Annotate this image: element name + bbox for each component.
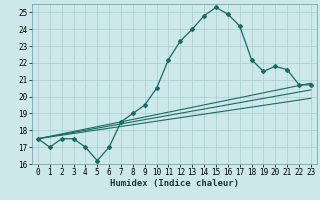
X-axis label: Humidex (Indice chaleur): Humidex (Indice chaleur) [110, 179, 239, 188]
